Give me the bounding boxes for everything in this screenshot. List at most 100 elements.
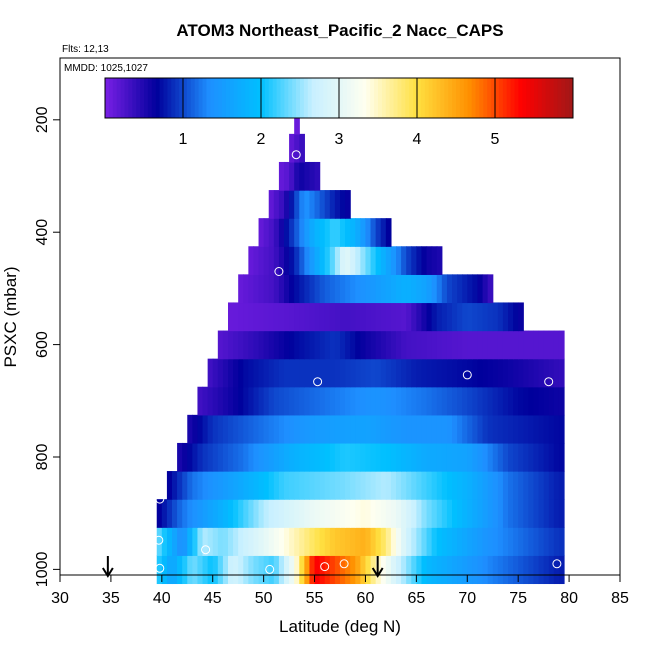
heatmap-cell	[416, 330, 423, 360]
heatmap-cell	[390, 330, 397, 360]
heatmap-cell	[467, 527, 473, 556]
colorbar-swatch	[444, 78, 449, 118]
heatmap-cell	[278, 190, 285, 219]
heatmap-cell	[268, 190, 275, 219]
heatmap-cell	[294, 527, 300, 556]
heatmap-cell	[263, 414, 270, 444]
heatmap-cell	[314, 499, 321, 528]
heatmap-cell	[197, 555, 204, 585]
heatmap-cell	[340, 246, 346, 275]
heatmap-cell	[385, 499, 392, 528]
heatmap-cell	[278, 386, 285, 416]
colorbar-swatch	[319, 78, 324, 118]
heatmap-cell	[258, 386, 265, 416]
heatmap-cell	[411, 442, 417, 472]
heatmap-cell	[258, 330, 265, 360]
heatmap-cell	[289, 386, 295, 416]
heatmap-cell	[243, 527, 249, 556]
heatmap-cell	[263, 302, 270, 332]
heatmap-cell	[222, 414, 229, 444]
heatmap-cell	[457, 442, 463, 472]
heatmap-cell	[309, 386, 316, 416]
heatmap-cell	[177, 555, 183, 585]
colorbar-swatch	[155, 78, 161, 118]
heatmap-cell	[299, 386, 305, 416]
heatmap-cell	[513, 386, 519, 416]
heatmap-cell	[406, 302, 412, 332]
heatmap-cell	[457, 471, 463, 500]
heatmap-cell	[289, 442, 295, 472]
heatmap-cell	[390, 246, 397, 275]
colorbar-swatch	[296, 78, 301, 118]
heatmap-cell	[355, 527, 361, 556]
heatmap-cell	[222, 330, 229, 360]
heatmap-cell	[553, 414, 560, 444]
heatmap-cell	[365, 274, 372, 304]
heatmap-cell	[319, 358, 326, 388]
heatmap-cell	[502, 442, 509, 472]
colorbar-swatch	[116, 78, 122, 118]
heatmap-cell	[497, 302, 504, 332]
heatmap-cell	[441, 555, 448, 585]
heatmap-cell	[304, 499, 311, 528]
heatmap-cell	[248, 414, 255, 444]
heatmap-cell	[502, 414, 509, 444]
colorbar-swatch	[186, 78, 192, 118]
heatmap-cell	[314, 274, 321, 304]
heatmap-cell	[314, 302, 321, 332]
heatmap-cell	[558, 555, 565, 585]
heatmap-cell	[350, 442, 356, 472]
heatmap-cell	[365, 442, 372, 472]
heatmap-cell	[436, 527, 443, 556]
heatmap-cell	[558, 442, 565, 472]
heatmap-cell	[396, 471, 402, 500]
heatmap-cell	[273, 302, 280, 332]
heatmap-cell	[253, 358, 260, 388]
heatmap-cell	[355, 218, 361, 247]
heatmap-cell	[421, 246, 428, 275]
heatmap-cell	[304, 274, 311, 304]
heatmap-cell	[334, 414, 341, 444]
heatmap-cell	[345, 218, 351, 247]
heatmap-cell	[431, 246, 438, 275]
heatmap-cell	[558, 499, 565, 528]
heatmap-cell	[406, 414, 412, 444]
heatmap-cell	[299, 246, 305, 275]
colorbar-swatch	[323, 78, 328, 118]
colorbar-swatch	[311, 78, 317, 118]
heatmap-cell	[426, 527, 433, 556]
heatmap-cell	[411, 274, 417, 304]
heatmap-cell	[426, 302, 433, 332]
heatmap-cell	[263, 274, 270, 304]
heatmap-cell	[263, 442, 270, 472]
heatmap-cell	[156, 527, 163, 556]
colorbar-swatch	[280, 78, 285, 118]
colorbar-swatch	[202, 78, 207, 118]
observation-point	[544, 377, 554, 387]
colorbar-swatch	[483, 78, 488, 118]
heatmap-cell	[518, 471, 524, 500]
colorbar-swatch	[167, 78, 172, 118]
heatmap-cell	[436, 330, 443, 360]
heatmap-cell	[177, 442, 183, 472]
colorbar-swatch	[424, 78, 430, 118]
heatmap-cell	[497, 471, 504, 500]
heatmap-cell	[289, 246, 295, 275]
colorbar-swatch	[253, 78, 258, 118]
heatmap-cell	[309, 499, 316, 528]
colorbar-swatch	[276, 78, 281, 118]
heatmap-cell	[497, 358, 504, 388]
colorbar-swatch	[112, 78, 118, 118]
colorbar-swatch	[210, 78, 215, 118]
colorbar-swatch	[339, 78, 344, 118]
x-tick-label: 65	[407, 590, 425, 607]
heatmap-cell	[497, 386, 504, 416]
heatmap-cell	[243, 471, 249, 500]
heatmap-cell	[243, 386, 249, 416]
heatmap-cell	[548, 330, 555, 360]
heatmap-cell	[446, 414, 453, 444]
heatmap-cell	[528, 358, 535, 388]
heatmap-cell	[238, 330, 244, 360]
heatmap-cell	[406, 358, 412, 388]
heatmap-cell	[538, 386, 545, 416]
